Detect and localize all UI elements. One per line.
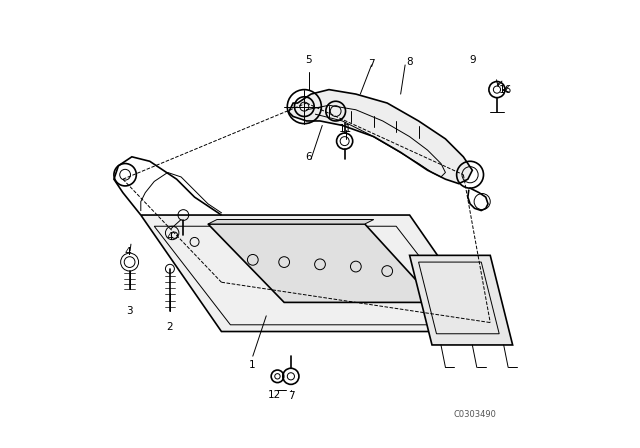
Text: 3: 3 xyxy=(126,306,133,316)
Text: 6: 6 xyxy=(305,152,312,162)
Text: C0303490: C0303490 xyxy=(453,410,496,419)
Text: 8: 8 xyxy=(406,57,413,67)
Text: 12: 12 xyxy=(268,390,281,400)
Polygon shape xyxy=(410,255,513,345)
Text: 4: 4 xyxy=(125,247,131,257)
Text: 4: 4 xyxy=(166,232,173,241)
Text: 1: 1 xyxy=(248,360,255,370)
Text: 7: 7 xyxy=(289,392,295,401)
Text: 9: 9 xyxy=(469,56,476,65)
Polygon shape xyxy=(289,90,472,184)
Text: 16: 16 xyxy=(499,85,513,95)
Polygon shape xyxy=(141,215,490,332)
Text: 5: 5 xyxy=(305,56,312,65)
Text: 7: 7 xyxy=(368,59,375,69)
Text: 11: 11 xyxy=(339,124,352,134)
Text: 2: 2 xyxy=(166,322,173,332)
Polygon shape xyxy=(208,220,374,224)
Polygon shape xyxy=(208,224,436,302)
